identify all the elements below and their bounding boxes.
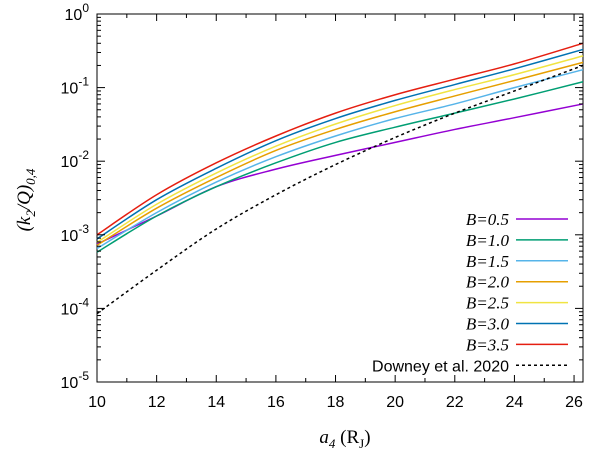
x-axis-label-unit-close: ) [364, 427, 370, 448]
legend-label: B=2.5 [466, 294, 509, 313]
legend-label: B=3.5 [466, 335, 509, 354]
legend-label: B=3.0 [466, 315, 510, 334]
x-axis-label-main: a [319, 427, 329, 448]
y-tick-label: 10-5 [61, 369, 90, 392]
series-line [96, 42, 584, 236]
y-axis-label-open: (k [14, 216, 35, 231]
y-tick-label: 10-2 [61, 148, 90, 171]
series-line [96, 61, 584, 246]
series-line [96, 64, 584, 315]
x-tick-label: 22 [446, 394, 464, 411]
y-tick-label: 10-1 [61, 75, 90, 98]
x-tick-label: 24 [506, 394, 524, 411]
y-tick-labels: 10-5 10-4 10-3 10-2 10-1 100 [61, 1, 90, 392]
series-line [96, 48, 584, 240]
series-line [96, 103, 584, 245]
series-lines [96, 42, 584, 315]
x-tick-label: 10 [88, 394, 106, 411]
plot-frame [96, 13, 584, 383]
y-axis-label-sub2: 0,4 [23, 168, 38, 185]
legend-label: B=1.0 [466, 231, 510, 250]
x-axis-label-unit-sub: J [359, 436, 364, 451]
legend: B=0.5 B=1.0 B=1.5 B=2.0 B=2.5 B=3.0B=3.5 Downe… [372, 210, 568, 375]
y-axis-label: (k2/Q)0,4 [14, 168, 38, 231]
series-line [96, 81, 584, 253]
x-axis-label-unit-open: (R [335, 427, 359, 448]
series-line [96, 68, 584, 250]
x-axis-label: a4 (RJ) [319, 427, 370, 451]
x-tick-label: 16 [267, 394, 285, 411]
legend-label: Downey et al. 2020 [372, 358, 509, 375]
x-tick-label: 12 [148, 394, 166, 411]
x-axis-label-sub: 4 [329, 436, 336, 451]
legend-label: B=0.5 [466, 210, 509, 229]
legend-label: B=1.5 [466, 252, 509, 271]
tick-marks [96, 13, 583, 383]
y-tick-label: 10-3 [61, 222, 90, 245]
legend-label: B=2.0 [466, 273, 510, 292]
y-tick-label: 100 [65, 1, 90, 24]
series-line [96, 55, 584, 243]
y-axis-label-mid: /Q) [14, 185, 35, 211]
y-tick-label: 10-4 [61, 295, 90, 318]
x-tick-label: 26 [565, 394, 583, 411]
y-axis-label-sub1: 2 [23, 210, 38, 217]
x-tick-label: 20 [386, 394, 404, 411]
x-tick-labels: 10 12 14 16 18 20 22 24 26 [88, 394, 583, 411]
x-tick-label: 18 [327, 394, 345, 411]
plot-area [96, 13, 584, 383]
x-tick-label: 14 [207, 394, 225, 411]
